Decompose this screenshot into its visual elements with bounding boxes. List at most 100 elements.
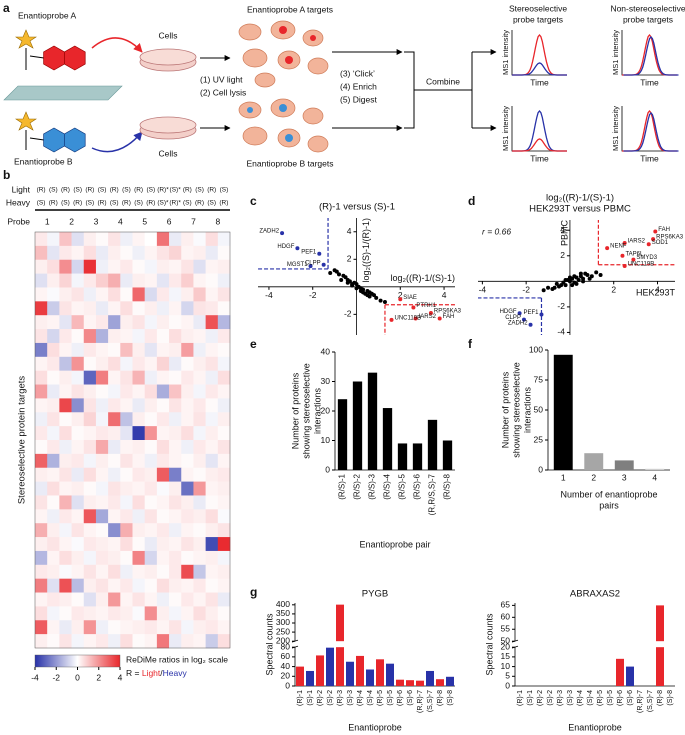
x-tick-label: (S)-8 [667, 690, 674, 706]
heatmap-cell [193, 537, 206, 552]
x-tick-label: (S)-6 [627, 690, 634, 706]
point-label: CLPP [305, 260, 321, 266]
heavy-label: (S)* [157, 200, 169, 207]
point-label: HDGF [277, 244, 294, 250]
heatmap-cell [193, 356, 206, 371]
heatmap-cell [217, 564, 231, 579]
ms1-curve [512, 62, 567, 76]
scatter-point [559, 283, 564, 288]
point-label: MGST1 [287, 262, 308, 268]
x-tick-label: (R)-5 [597, 690, 604, 706]
heatmap-cell [193, 509, 206, 524]
x-tick-label: -2 [522, 285, 530, 295]
legend-note: R = Light/Heavy [126, 668, 187, 678]
heatmap-cell [144, 370, 158, 385]
heatmap-cell [144, 315, 158, 330]
bar [412, 443, 423, 470]
schematic: Enantioprobe A Enantioprobe B Cells Cell… [3, 3, 685, 168]
heatmap-cell [181, 453, 194, 469]
point-label: IARS2 [628, 239, 646, 245]
probe-number: 7 [191, 216, 196, 226]
heatmap-cell [95, 509, 109, 524]
heatmap-cell [205, 495, 219, 510]
heatmap-cell [120, 232, 133, 247]
heatmap-cell [71, 537, 85, 552]
heatmap-cell [120, 453, 133, 469]
heatmap-cell [59, 245, 72, 261]
heatmap-cell [132, 592, 145, 607]
heatmap-cell [169, 356, 182, 371]
heatmap-cell [193, 329, 206, 344]
light-label: (R) [207, 187, 216, 194]
bar [446, 676, 454, 686]
heatmap-cell [120, 245, 133, 261]
scatter-point [651, 237, 656, 242]
light-label: (S) [73, 187, 82, 194]
y-tick-label: 75 [534, 374, 544, 384]
y-tick-label: 200 [276, 635, 290, 645]
heatmap-cell [95, 315, 109, 330]
heatmap-cell [169, 301, 182, 316]
x-tick-label: (R/S)-4 [383, 473, 392, 499]
heatmap-cell [108, 634, 121, 649]
heatmap-cell [35, 523, 48, 538]
heatmap-cell [169, 592, 182, 607]
heatmap-cell [217, 634, 231, 649]
y-tick-label: 10 [501, 661, 511, 671]
heatmap-cell [181, 273, 194, 288]
heatmap-cell [144, 634, 158, 649]
heatmap-cell [95, 453, 109, 469]
heatmap-cell [59, 620, 72, 635]
heatmap-cell [217, 481, 231, 496]
heatmap-cell [108, 259, 121, 274]
heatmap-cell [205, 564, 219, 579]
heatmap-cell [169, 481, 182, 496]
heatmap-cell [132, 398, 145, 413]
heavy-label: (R) [195, 200, 204, 207]
y-tick-label: 400 [276, 599, 290, 609]
heatmap-cell [35, 329, 48, 344]
heatmap-cell [83, 467, 97, 482]
heatmap-cell [35, 412, 48, 427]
heatmap-cell [95, 634, 109, 649]
heatmap-cell [156, 370, 170, 385]
y-axis-label: Stereoselective protein targets [17, 376, 28, 505]
heatmap-cell [217, 384, 231, 399]
point-label: FAH [658, 227, 670, 233]
y-axis-label: showing stereoselective [301, 363, 311, 459]
heatmap-cell [181, 301, 194, 316]
heatmap-cell [217, 606, 231, 621]
heatmap-cell [59, 329, 72, 344]
heatmap-cell [181, 384, 194, 399]
heatmap-cell [71, 578, 85, 593]
bar [306, 670, 314, 686]
y-tick-label: 0 [325, 464, 330, 474]
scatter-point [378, 298, 383, 303]
heatmap-cell [144, 481, 158, 496]
heatmap-cell [47, 273, 60, 288]
scatter-point [594, 270, 599, 275]
heatmap-cell [169, 287, 182, 302]
heatmap-cell [108, 342, 121, 358]
heatmap-cell [95, 481, 109, 496]
heatmap-cell [108, 481, 121, 496]
heatmap-cell [35, 426, 48, 441]
point-label: RPS6KA3 [434, 309, 462, 315]
heatmap-cell [35, 440, 48, 455]
heatmap-cell [205, 301, 219, 316]
y-tick-label: 250 [276, 626, 290, 636]
axis-label: MS1 intensity [501, 106, 510, 151]
heatmap-cell [132, 606, 145, 621]
panel-label: g [250, 585, 257, 599]
heatmap-cell [71, 315, 85, 330]
scatter-point [332, 268, 337, 273]
legend-note-part: Heavy [163, 668, 188, 678]
heatmap-cell [120, 550, 133, 566]
heatmap-cell [108, 509, 121, 524]
heatmap-cell [59, 370, 72, 385]
heatmap-cell [71, 564, 85, 579]
heatmap-cell [217, 523, 231, 538]
heatmap-cell [59, 495, 72, 510]
heatmap-cell [108, 384, 121, 399]
heatmap-cell [132, 523, 145, 538]
